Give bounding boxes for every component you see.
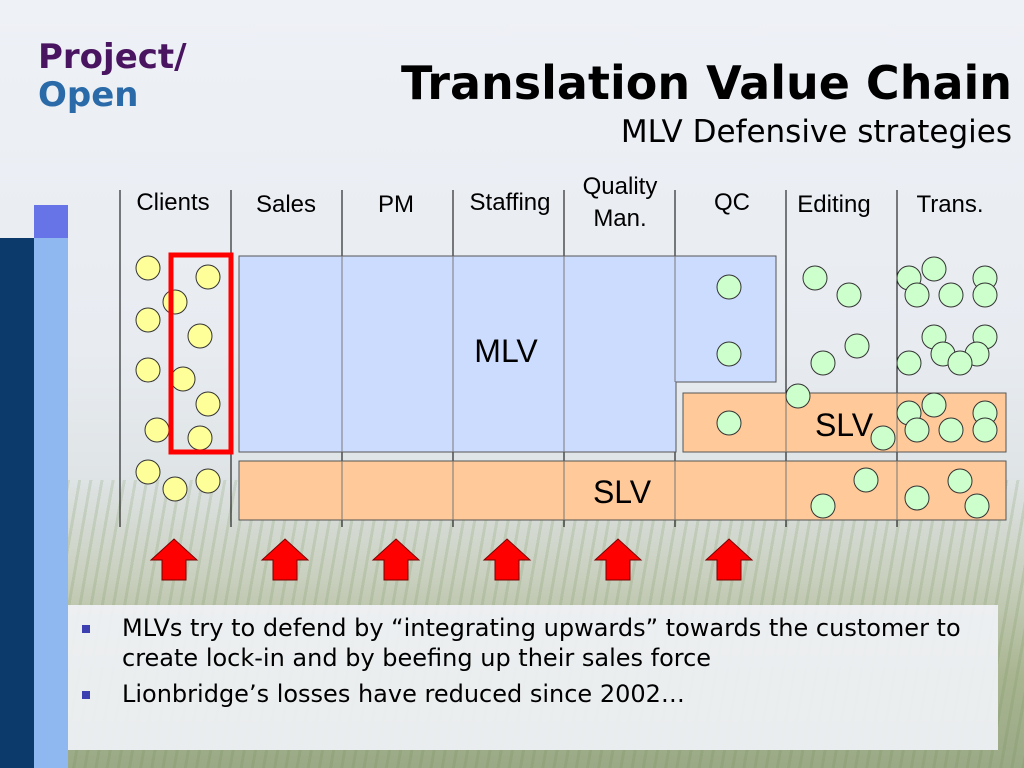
up-arrow-icon — [593, 538, 643, 581]
logo-open: Open — [38, 75, 139, 115]
vendor-circle — [716, 274, 742, 300]
stage-pm: PM — [378, 191, 414, 218]
vendor-circle — [896, 350, 922, 376]
stage-quality-man-line: Quality — [583, 173, 658, 200]
vendor-circle — [785, 383, 811, 409]
left-accent-bar-light — [34, 238, 68, 768]
client-circle — [144, 417, 170, 443]
client-highlight-box — [168, 252, 234, 455]
bullet-text: Lionbridge’s losses have reduced since 2… — [122, 680, 685, 708]
stage-qc: QC — [714, 189, 750, 216]
vendor-circle — [904, 282, 930, 308]
slv-right-label: SLV — [815, 407, 874, 443]
up-arrow-icon — [371, 538, 421, 581]
mlv-box — [238, 255, 777, 453]
vendor-circle — [802, 265, 828, 291]
page-title: Translation Value Chain — [400, 56, 1012, 110]
client-circle — [195, 468, 221, 494]
vendor-circle — [716, 410, 742, 436]
bullet-square-icon — [82, 691, 90, 699]
stage-quality-man: Quality Man. — [583, 173, 658, 232]
bullet-item: MLVs try to defend by “integrating upwar… — [68, 613, 998, 673]
vendor-circle — [921, 392, 947, 418]
vendor-circle — [844, 333, 870, 359]
vendor-circle — [921, 256, 947, 282]
up-arrow-icon — [260, 538, 310, 581]
vendor-circle — [870, 425, 896, 451]
slv-bottom-box — [238, 460, 1007, 521]
vendor-circle — [938, 282, 964, 308]
logo-project: Project/ — [38, 37, 187, 77]
up-arrow-icon — [482, 538, 532, 581]
mlv-label: MLV — [474, 333, 538, 369]
vendor-circle — [947, 350, 973, 376]
stage-sales: Sales — [256, 191, 316, 218]
client-circle — [195, 391, 221, 417]
client-circle — [135, 459, 161, 485]
stage-editing: Editing — [797, 191, 870, 218]
vendor-circle — [810, 493, 836, 519]
slv-bottom-label: SLV — [593, 474, 652, 510]
client-circle — [162, 476, 188, 502]
vendor-circle — [904, 417, 930, 443]
stage-clients: Clients — [136, 189, 209, 216]
vendor-circle — [947, 468, 973, 494]
vendor-circle — [904, 485, 930, 511]
client-circle — [135, 255, 161, 281]
page-subtitle: MLV Defensive strategies — [620, 114, 1012, 150]
bullet-list: MLVs try to defend by “integrating upwar… — [68, 605, 998, 750]
vendor-circle — [964, 493, 990, 519]
vendor-circle — [972, 282, 998, 308]
stage-quality-man-line: Man. — [593, 205, 646, 232]
bullet-square-icon — [82, 625, 90, 633]
vendor-circle — [810, 350, 836, 376]
client-circle — [135, 357, 161, 383]
stage-staffing: Staffing — [470, 189, 551, 216]
up-arrow-icon — [704, 538, 754, 581]
bullet-text: MLVs try to defend by “integrating upwar… — [122, 614, 961, 672]
accent-square — [34, 205, 68, 238]
vendor-circle — [716, 341, 742, 367]
up-arrow-icon — [149, 538, 199, 581]
vendor-circle — [938, 417, 964, 443]
client-circle — [135, 307, 161, 333]
bullet-item: Lionbridge’s losses have reduced since 2… — [68, 679, 998, 709]
client-circle — [187, 323, 213, 349]
vendor-circle — [836, 282, 862, 308]
client-circle — [170, 366, 196, 392]
left-accent-bar-dark — [0, 238, 34, 768]
vendor-circle — [972, 417, 998, 443]
client-circle — [162, 289, 188, 315]
client-circle — [187, 425, 213, 451]
client-circle — [195, 264, 221, 290]
stage-trans: Trans. — [916, 191, 983, 218]
vendor-circle — [853, 467, 879, 493]
value-chain-diagram: Clients Sales PM Staffing Quality Man. QC… — [119, 173, 1007, 581]
